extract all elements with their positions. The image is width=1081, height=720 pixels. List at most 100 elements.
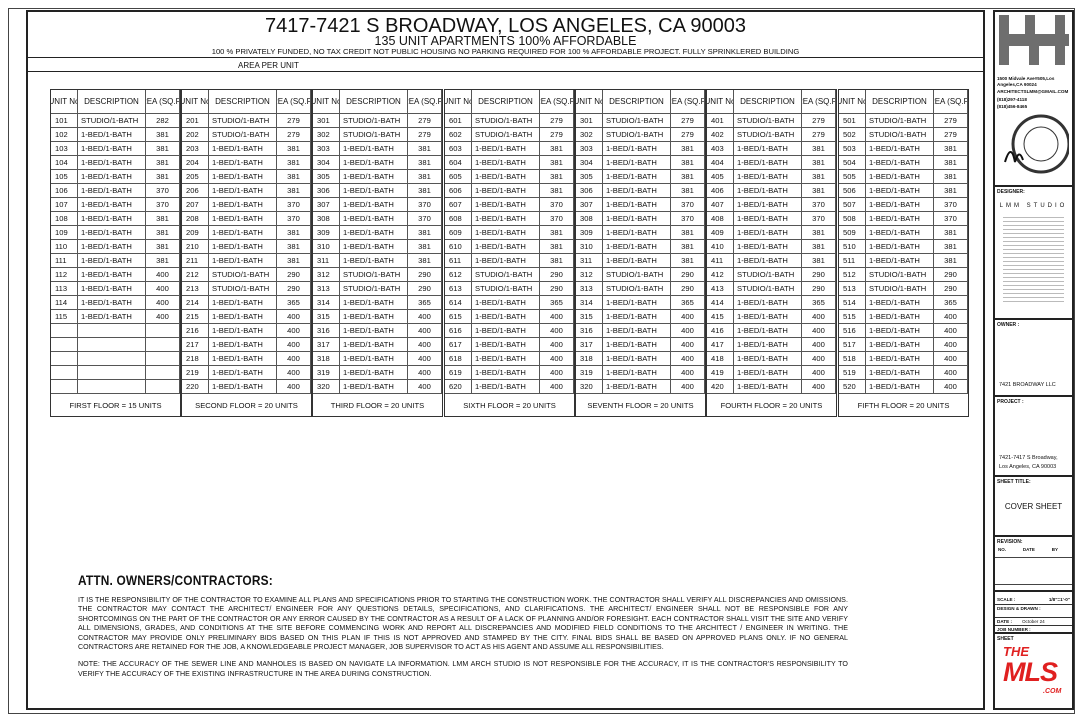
- unit-number: 319: [576, 366, 603, 380]
- unit-description: 1-BED/1-BATH: [340, 142, 408, 156]
- unit-description: STUDIO/1-BATH: [340, 282, 408, 296]
- unit-area: 290: [408, 282, 442, 296]
- unit-area: 381: [146, 170, 180, 184]
- unit-area: 381: [934, 142, 968, 156]
- unit-area: [146, 352, 180, 366]
- unit-area: 381: [146, 156, 180, 170]
- unit-area: 400: [540, 352, 574, 366]
- unit-number: 508: [839, 212, 866, 226]
- unit-description: 1-BED/1-BATH: [472, 366, 540, 380]
- unit-description: 1-BED/1-BATH: [209, 226, 277, 240]
- unit-area: 282: [146, 114, 180, 128]
- unit-area: 370: [146, 198, 180, 212]
- unit-area: 381: [277, 240, 311, 254]
- unit-number: 213: [182, 282, 209, 296]
- unit-description: 1-BED/1-BATH: [734, 184, 802, 198]
- unit-number: 315: [313, 310, 340, 324]
- unit-area: 279: [277, 114, 311, 128]
- unit-area: 381: [540, 240, 574, 254]
- unit-description: 1-BED/1-BATH: [603, 338, 671, 352]
- divider: [28, 71, 983, 72]
- notes-heading: ATTN. OWNERS/CONTRACTORS:: [78, 572, 273, 588]
- unit-number: 302: [313, 128, 340, 142]
- unit-description: 1-BED/1-BATH: [209, 170, 277, 184]
- unit-area: 381: [146, 240, 180, 254]
- unit-number: 417: [707, 338, 734, 352]
- unit-number: 311: [313, 254, 340, 268]
- unit-area: 381: [146, 142, 180, 156]
- unit-area: 370: [408, 198, 442, 212]
- unit-area: 370: [934, 198, 968, 212]
- unit-description: 1-BED/1-BATH: [866, 310, 934, 324]
- floor-table: UNIT NoDESCRIPTIONAREA (SQ.FT.)401STUDIO…: [706, 89, 837, 417]
- unit-area: 400: [802, 310, 836, 324]
- scale-section: SCALE :1/8"=1'-0" DESIGN & DRAWN : DATE …: [995, 592, 1072, 634]
- unit-description: 1-BED/1-BATH: [734, 156, 802, 170]
- unit-area: [146, 338, 180, 352]
- unit-description: 1-BED/1-BATH: [603, 366, 671, 380]
- unit-description: STUDIO/1-BATH: [734, 268, 802, 282]
- unit-area: 381: [146, 226, 180, 240]
- unit-area: 279: [540, 128, 574, 142]
- notes-block: ATTN. OWNERS/CONTRACTORS: IT IS THE RESP…: [78, 572, 848, 679]
- unit-number: 619: [445, 366, 472, 380]
- unit-area: 279: [802, 128, 836, 142]
- unit-number: 501: [839, 114, 866, 128]
- unit-description: 1-BED/1-BATH: [603, 170, 671, 184]
- unit-description: 1-BED/1-BATH: [472, 198, 540, 212]
- unit-number: 605: [445, 170, 472, 184]
- unit-number: 415: [707, 310, 734, 324]
- unit-number: 205: [182, 170, 209, 184]
- unit-description: 1-BED/1-BATH: [603, 226, 671, 240]
- unit-number: 202: [182, 128, 209, 142]
- floor-total: THIRD FLOOR = 20 UNITS: [330, 400, 425, 410]
- unit-description: STUDIO/1-BATH: [866, 268, 934, 282]
- project-subtitle: 135 UNIT APARTMENTS 100% AFFORDABLE: [374, 34, 637, 48]
- unit-description: STUDIO/1-BATH: [340, 114, 408, 128]
- floor-table: UNIT NoDESCRIPTIONAREA (SQ.FT.)501STUDIO…: [838, 89, 969, 417]
- unit-description: 1-BED/1-BATH: [472, 184, 540, 198]
- unit-area: 381: [671, 156, 705, 170]
- drawing-area: 7417-7421 S BROADWAY, LOS ANGELES, CA 90…: [26, 10, 985, 710]
- unit-area: 400: [671, 324, 705, 338]
- unit-number: 614: [445, 296, 472, 310]
- unit-description: 1-BED/1-BATH: [472, 310, 540, 324]
- unit-description: 1-BED/1-BATH: [603, 310, 671, 324]
- unit-description: 1-BED/1-BATH: [866, 142, 934, 156]
- firm-logo: [995, 12, 1072, 74]
- unit-description: 1-BED/1-BATH: [866, 324, 934, 338]
- unit-description: 1-BED/1-BATH: [472, 170, 540, 184]
- unit-area: 381: [934, 254, 968, 268]
- unit-description: 1-BED/1-BATH: [603, 296, 671, 310]
- unit-description: 1-BED/1-BATH: [209, 240, 277, 254]
- unit-description: 1-BED/1-BATH: [734, 198, 802, 212]
- column-header-unit: UNIT No: [839, 90, 866, 114]
- column-header-area: AREA (SQ.FT.): [802, 90, 836, 114]
- unit-area: 370: [277, 212, 311, 226]
- unit-number: 111: [51, 254, 78, 268]
- unit-description: STUDIO/1-BATH: [472, 114, 540, 128]
- unit-number: 606: [445, 184, 472, 198]
- unit-description: STUDIO/1-BATH: [603, 128, 671, 142]
- unit-area: 290: [934, 268, 968, 282]
- unit-description: 1-BED/1-BATH: [340, 184, 408, 198]
- unit-area: 400: [802, 324, 836, 338]
- unit-number: 105: [51, 170, 78, 184]
- unit-area: 290: [934, 282, 968, 296]
- unit-area: 400: [540, 380, 574, 394]
- unit-description: 1-BED/1-BATH: [603, 240, 671, 254]
- unit-area: 381: [408, 184, 442, 198]
- unit-number: 416: [707, 324, 734, 338]
- unit-area: 400: [146, 310, 180, 324]
- unit-description: 1-BED/1-BATH: [734, 310, 802, 324]
- sheet-title: COVER SHEET: [1004, 502, 1063, 511]
- unit-number: 305: [313, 170, 340, 184]
- unit-number: 309: [313, 226, 340, 240]
- unit-area: 381: [802, 254, 836, 268]
- unit-number: 412: [707, 268, 734, 282]
- unit-number: 209: [182, 226, 209, 240]
- unit-number: 315: [576, 310, 603, 324]
- unit-description: 1-BED/1-BATH: [472, 212, 540, 226]
- unit-number: 502: [839, 128, 866, 142]
- unit-description: 1-BED/1-BATH: [734, 226, 802, 240]
